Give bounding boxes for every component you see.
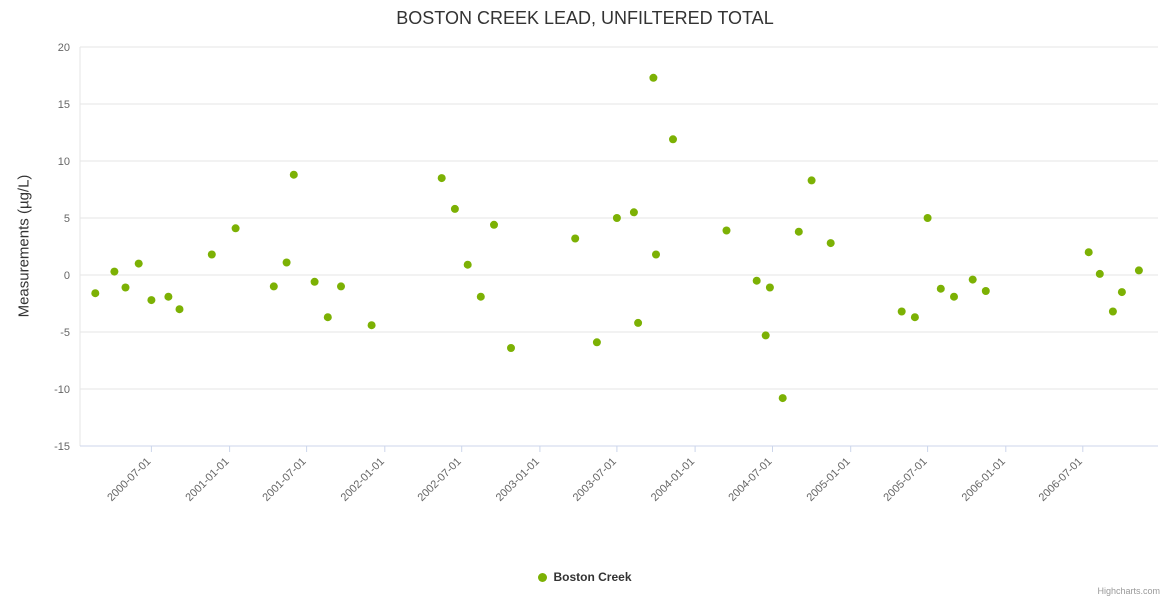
data-point[interactable] — [476, 292, 485, 301]
x-tick-label: 2003-01-01 — [494, 456, 542, 504]
data-point[interactable] — [207, 250, 216, 259]
data-point[interactable] — [310, 277, 319, 286]
x-tick-label: 2003-07-01 — [571, 456, 619, 504]
x-tick-label: 2005-01-01 — [805, 456, 853, 504]
data-point[interactable] — [765, 283, 774, 292]
data-point[interactable] — [1117, 288, 1126, 297]
y-tick-label: -15 — [54, 441, 70, 453]
data-point[interactable] — [807, 176, 816, 185]
data-point[interactable] — [761, 331, 770, 340]
data-point[interactable] — [981, 287, 990, 295]
chart-title: BOSTON CREEK LEAD, UNFILTERED TOTAL — [396, 8, 774, 28]
x-tick-label: 2005-07-01 — [881, 456, 929, 504]
data-point[interactable] — [175, 305, 184, 314]
data-point[interactable] — [337, 282, 345, 291]
legend: Boston Creek — [0, 570, 1170, 584]
data-point[interactable] — [652, 250, 660, 259]
data-point[interactable] — [367, 321, 376, 330]
data-point[interactable] — [323, 313, 332, 322]
legend-label: Boston Creek — [553, 570, 632, 584]
data-point[interactable] — [722, 226, 731, 235]
x-tick-label: 2000-07-01 — [105, 456, 153, 504]
y-tick-label: 15 — [58, 99, 70, 111]
data-point[interactable] — [910, 313, 919, 322]
data-point[interactable] — [450, 204, 459, 213]
data-point[interactable] — [778, 394, 787, 403]
data-point[interactable] — [490, 220, 498, 229]
data-point[interactable] — [437, 174, 446, 183]
data-point[interactable] — [463, 260, 472, 269]
data-point[interactable] — [592, 338, 601, 347]
data-point[interactable] — [968, 275, 977, 284]
data-point[interactable] — [1084, 248, 1093, 257]
y-tick-label: -10 — [54, 384, 70, 396]
data-point[interactable] — [612, 214, 621, 222]
data-point[interactable] — [629, 208, 638, 217]
data-point[interactable] — [231, 224, 240, 233]
x-tick-label: 2002-07-01 — [416, 456, 464, 504]
x-tick-label: 2001-07-01 — [260, 456, 308, 504]
y-tick-label: 5 — [64, 213, 70, 225]
data-point[interactable] — [282, 258, 291, 267]
data-point[interactable] — [121, 283, 130, 292]
data-point[interactable] — [634, 318, 643, 327]
data-point[interactable] — [897, 307, 906, 316]
data-point[interactable] — [752, 276, 761, 285]
data-point[interactable] — [950, 292, 958, 301]
data-point[interactable] — [164, 292, 173, 301]
data-point[interactable] — [936, 284, 945, 293]
data-point[interactable] — [289, 170, 298, 179]
data-point[interactable] — [1095, 269, 1104, 278]
data-point[interactable] — [269, 282, 278, 291]
x-tick-label: 2004-07-01 — [726, 456, 774, 504]
data-point[interactable] — [649, 73, 658, 82]
x-tick-label: 2006-01-01 — [960, 456, 1008, 504]
data-point[interactable] — [571, 234, 580, 243]
data-point[interactable] — [91, 289, 100, 298]
x-tick-label: 2006-07-01 — [1037, 456, 1085, 504]
data-point[interactable] — [134, 259, 143, 268]
highcharts-credits[interactable]: Highcharts.com — [1097, 586, 1160, 596]
data-point[interactable] — [110, 267, 119, 276]
data-point[interactable] — [794, 227, 803, 236]
x-tick-label: 2004-01-01 — [649, 456, 697, 504]
data-point[interactable] — [147, 296, 156, 305]
data-point[interactable] — [826, 239, 835, 248]
legend-item-boston-creek[interactable]: Boston Creek — [538, 570, 632, 584]
y-tick-label: 0 — [64, 270, 70, 282]
data-point[interactable] — [923, 214, 932, 222]
x-tick-label: 2001-01-01 — [183, 456, 231, 504]
legend-marker — [538, 572, 548, 582]
x-tick-label: 2002-01-01 — [339, 456, 387, 504]
y-tick-label: 10 — [58, 156, 70, 168]
data-point[interactable] — [1108, 307, 1117, 316]
data-point[interactable] — [1134, 266, 1143, 275]
y-tick-label: 20 — [58, 42, 70, 54]
data-point[interactable] — [669, 135, 677, 144]
data-point[interactable] — [507, 344, 515, 352]
y-tick-label: -5 — [60, 327, 70, 339]
